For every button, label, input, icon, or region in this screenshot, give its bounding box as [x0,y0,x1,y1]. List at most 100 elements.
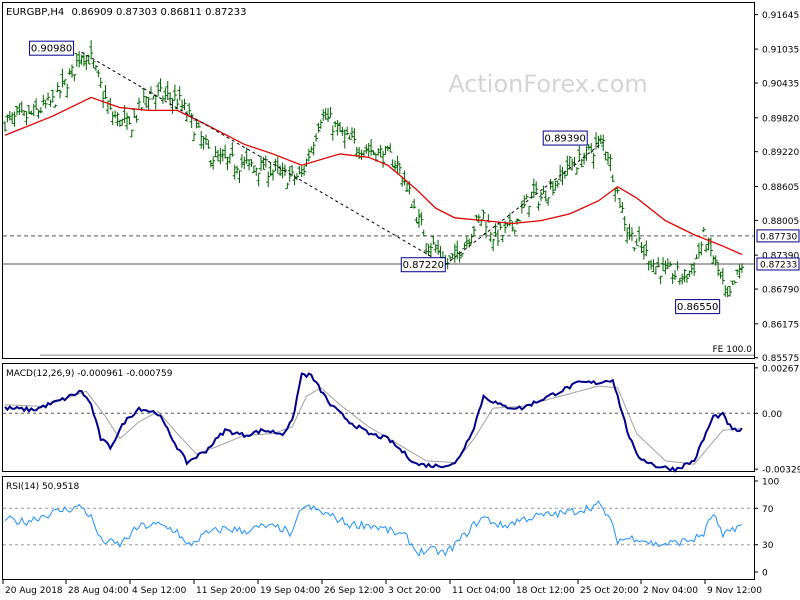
price-bar [732,280,737,284]
price-bar [421,229,426,237]
price-tick-label: 0.89820 [762,114,799,124]
price-bar [531,178,536,199]
price-bar [491,238,496,252]
price-bar [665,258,670,270]
price-bar [677,277,682,285]
price-bar [500,234,505,243]
price-bar [134,115,139,123]
price-tick-label: 0.85575 [762,354,799,364]
price-bar [558,164,563,181]
time-tick-label: 11 Oct 04:00 [452,586,511,596]
price-bar [235,165,240,174]
annotation-box [29,40,75,56]
price-bar [505,223,510,227]
price-bar [239,154,244,168]
rsi-tick-label: 100 [762,478,779,488]
price-bar [517,219,522,222]
price-bar [141,87,146,103]
price-bar [48,99,53,108]
price-bar [204,134,208,145]
price-tick-label: 0.91035 [762,46,799,56]
price-bar [316,122,321,133]
price-bar [450,253,455,259]
price-bar [426,244,431,257]
price-bar [543,190,548,202]
price-bar [405,182,409,192]
price-bar [19,101,24,114]
price-bar [165,81,170,101]
macd-tick-label: -0.003293 [762,466,800,476]
time-tick-label: 9 Nov 12:00 [707,586,762,596]
price-bar [55,82,60,93]
chart-header: EURGBP,H4 0.86909 0.87303 0.86811 0.8723… [6,7,246,18]
price-bar [723,285,728,297]
price-bar [352,128,357,144]
price-bar [218,147,223,165]
price-bar [381,150,386,168]
price-bar [474,214,479,220]
price-bar [529,191,534,198]
price-bar [598,134,603,145]
macd-panel-frame [2,363,755,472]
price-bar [74,52,79,67]
price-bar [388,143,393,153]
price-bar [464,235,469,248]
time-tick-label: 25 Oct 20:00 [580,586,639,596]
price-bar [376,148,381,156]
price-bar [606,151,610,165]
price-bar [321,109,326,121]
price-bar [17,103,22,116]
price-bar [3,121,7,132]
price-bar [318,119,323,129]
price-bar [694,254,699,260]
price-bar [10,112,15,124]
price-bar [680,273,685,285]
price-bar [644,240,649,257]
price-bar [725,286,730,298]
price-bar [328,107,333,118]
price-bar [335,119,340,136]
price-bar [412,198,417,209]
level-tag-label: 0.87233 [760,260,797,270]
annotation-text: 0.86550 [677,302,718,313]
price-bar [223,144,228,159]
price-bar [414,217,419,224]
price-bar [299,166,304,178]
price-bar [364,144,369,154]
price-bar [172,84,177,101]
price-bar [385,145,390,152]
price-annotation: 0.87220 [400,257,446,273]
price-bar [512,229,517,235]
level-tag-box [756,229,800,243]
price-bar [263,155,268,168]
price-bar [622,215,627,232]
price-bar [115,112,120,126]
price-tick-label: 0.86175 [762,320,799,330]
time-tick-label: 19 Sep 04:00 [260,586,320,596]
level-tag-label: 0.87730 [760,232,797,242]
price-bar [12,111,17,127]
price-bar [36,109,41,119]
ohlc-values: 0.86909 0.87303 0.86811 0.87233 [71,7,246,18]
price-bar [58,89,63,99]
level-tag-box [756,257,800,271]
price-bar [333,121,338,128]
price-bar [730,280,735,285]
pattern-line-0 [81,51,446,266]
price-bar [534,181,539,194]
price-bar [390,159,395,168]
price-bar [256,172,261,187]
price-bar [96,69,101,78]
price-bar [93,64,98,71]
macd-axis: 0.002673 0.00 -0.003293 [754,364,800,476]
price-bar [371,150,376,155]
price-bar [448,255,453,260]
price-bar [46,92,51,101]
price-bar [225,157,230,171]
price-bar [309,146,314,153]
price-bar [311,141,316,156]
price-bar [170,98,175,114]
price-bar [177,86,182,101]
rsi-tick-label: 30 [762,541,774,551]
price-bar [661,257,666,271]
